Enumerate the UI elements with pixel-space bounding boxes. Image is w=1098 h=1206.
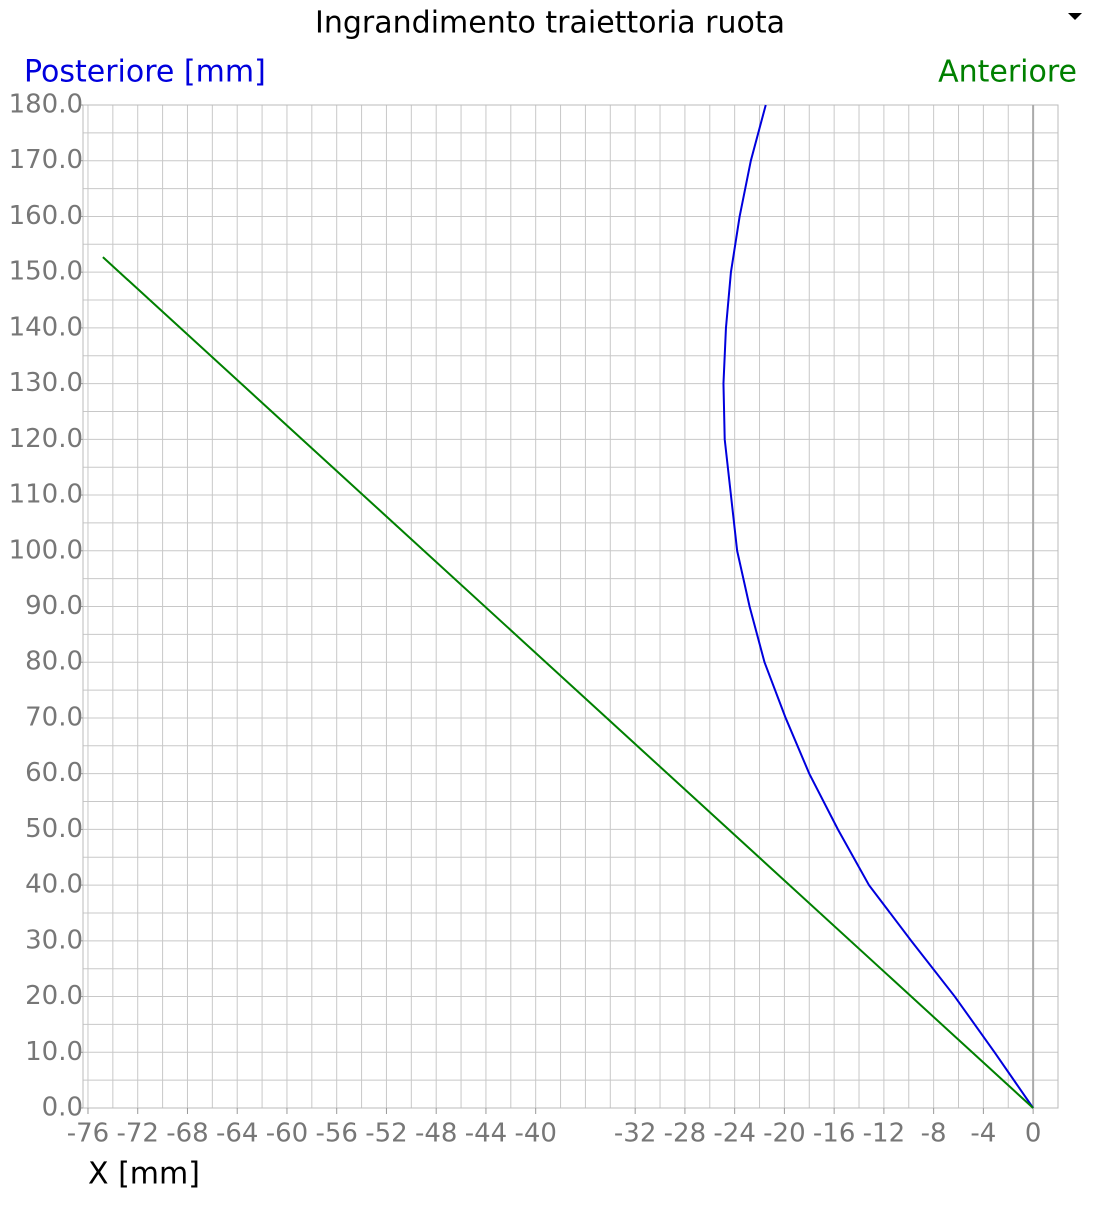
- y-tick-label: 120.0: [9, 424, 83, 454]
- x-tick-label: -28: [664, 1119, 706, 1149]
- y-tick-label: 30.0: [25, 925, 83, 955]
- legend-left: Posteriore [mm]: [24, 55, 266, 90]
- y-tick-label: 90.0: [25, 591, 83, 621]
- y-tick-label: 110.0: [9, 480, 83, 510]
- x-tick-label: 0: [1025, 1119, 1042, 1149]
- x-tick-label: -4: [970, 1119, 996, 1149]
- x-tick-label: -40: [514, 1119, 556, 1149]
- y-tick-label: 100.0: [9, 535, 83, 565]
- y-tick-label: 170.0: [9, 145, 83, 175]
- y-tick-label: 150.0: [9, 257, 83, 287]
- y-tick-label: 180.0: [9, 90, 83, 120]
- x-tick-label: -60: [266, 1119, 308, 1149]
- y-tick-label: 40.0: [25, 870, 83, 900]
- y-tick-label: 60.0: [25, 758, 83, 788]
- y-tick-label: 80.0: [25, 647, 83, 677]
- y-tick-label: 50.0: [25, 814, 83, 844]
- x-tick-label: -8: [921, 1119, 947, 1149]
- legend-right: Anteriore: [938, 55, 1077, 90]
- x-tick-label: -44: [465, 1119, 507, 1149]
- x-tick-label: -48: [415, 1119, 457, 1149]
- x-tick-label: -52: [365, 1119, 407, 1149]
- x-axis-label: X [mm]: [88, 1157, 200, 1192]
- y-tick-label: 10.0: [25, 1037, 83, 1067]
- y-tick-label: 130.0: [9, 368, 83, 398]
- x-tick-label: -72: [116, 1119, 158, 1149]
- dropdown-arrow[interactable]: [1068, 13, 1082, 20]
- x-tick-label: -56: [315, 1119, 357, 1149]
- y-tick-label: 160.0: [9, 201, 83, 231]
- x-tick-label: -32: [614, 1119, 656, 1149]
- series-line: [722, 104, 1034, 1109]
- chart-title: Ingrandimento traiettoria ruota: [315, 6, 785, 41]
- x-tick-label: -12: [863, 1119, 905, 1149]
- y-tick-label: 20.0: [25, 981, 83, 1011]
- x-tick-label: -68: [166, 1119, 208, 1149]
- x-tick-label: -24: [713, 1119, 755, 1149]
- y-tick-label: 140.0: [9, 312, 83, 342]
- series-line: [102, 256, 1034, 1109]
- x-tick-label: -20: [763, 1119, 805, 1149]
- x-tick-label: -16: [813, 1119, 855, 1149]
- x-tick-label: -76: [67, 1119, 109, 1149]
- y-tick-label: 70.0: [25, 702, 83, 732]
- x-tick-label: -64: [216, 1119, 258, 1149]
- y-tick-label: 0.0: [42, 1093, 83, 1123]
